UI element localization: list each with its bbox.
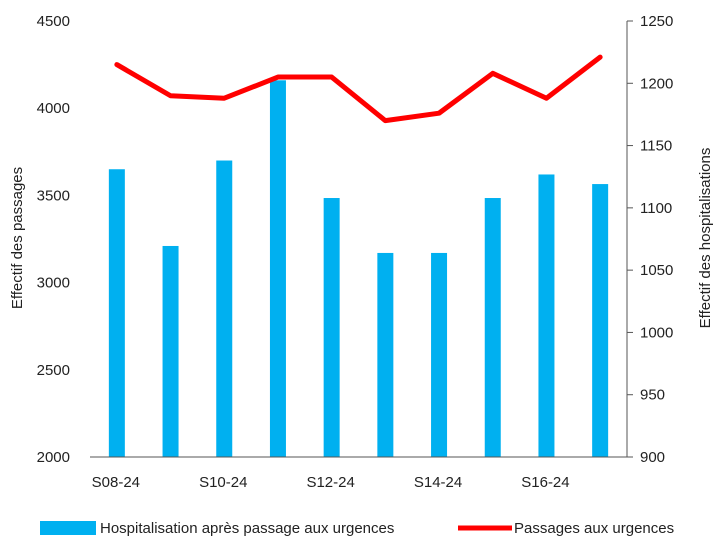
bar-S09-24 xyxy=(162,245,179,457)
line-layer xyxy=(114,54,603,124)
bar-S13-24 xyxy=(377,252,394,457)
legend: Hospitalisation après passage aux urgenc… xyxy=(40,520,674,537)
bar-S16-24 xyxy=(538,174,555,458)
left-tick-label: 4000 xyxy=(37,100,70,117)
right-tick-label: 1100 xyxy=(640,200,672,217)
right-tick-label: 1050 xyxy=(640,262,673,279)
bar-S14-24 xyxy=(431,252,448,457)
left-axis-title: Effectif des passages xyxy=(9,167,26,309)
right-tick-label: 1250 xyxy=(640,13,673,30)
legend-label-line: Passages aux urgences xyxy=(514,520,674,537)
right-y-axis: 900 950 1000 1050 1100 1150 1200 1250 xyxy=(626,13,673,466)
bar-S15-24 xyxy=(484,198,501,458)
right-tick-label: 1150 xyxy=(640,138,672,155)
x-tick-label: S14-24 xyxy=(414,474,462,491)
x-tick-label: S10-24 xyxy=(199,474,247,491)
legend-swatch-bar xyxy=(40,521,96,535)
bar-S11-24 xyxy=(269,80,286,458)
right-tick-label: 1000 xyxy=(640,324,673,341)
x-tick-label: S16-24 xyxy=(521,474,569,491)
line-passages xyxy=(114,54,603,124)
right-axis-title: Effectif des hospitalisations xyxy=(697,148,713,329)
left-tick-label: 3000 xyxy=(37,275,70,292)
right-tick-label: 1200 xyxy=(640,75,673,92)
right-tick-label: 900 xyxy=(640,449,665,466)
x-tick-label: S08-24 xyxy=(92,474,140,491)
bar-S10-24 xyxy=(216,160,233,457)
legend-label-bar: Hospitalisation après passage aux urgenc… xyxy=(100,520,394,537)
left-tick-label: 4500 xyxy=(37,13,70,30)
x-tick-label: S12-24 xyxy=(306,474,354,491)
x-axis: S08-24 S10-24 S12-24 S14-24 S16-24 xyxy=(90,456,627,491)
bar-S17-24 xyxy=(592,184,609,457)
left-tick-label: 3500 xyxy=(37,187,70,204)
bar-S08-24 xyxy=(108,169,125,458)
bars-layer xyxy=(108,80,609,458)
left-tick-label: 2500 xyxy=(37,362,70,379)
left-y-axis: 2000 2500 3000 3500 4000 4500 xyxy=(37,13,70,466)
right-tick-label: 950 xyxy=(640,387,665,404)
bar-S12-24 xyxy=(323,198,340,458)
left-tick-label: 2000 xyxy=(37,449,70,466)
